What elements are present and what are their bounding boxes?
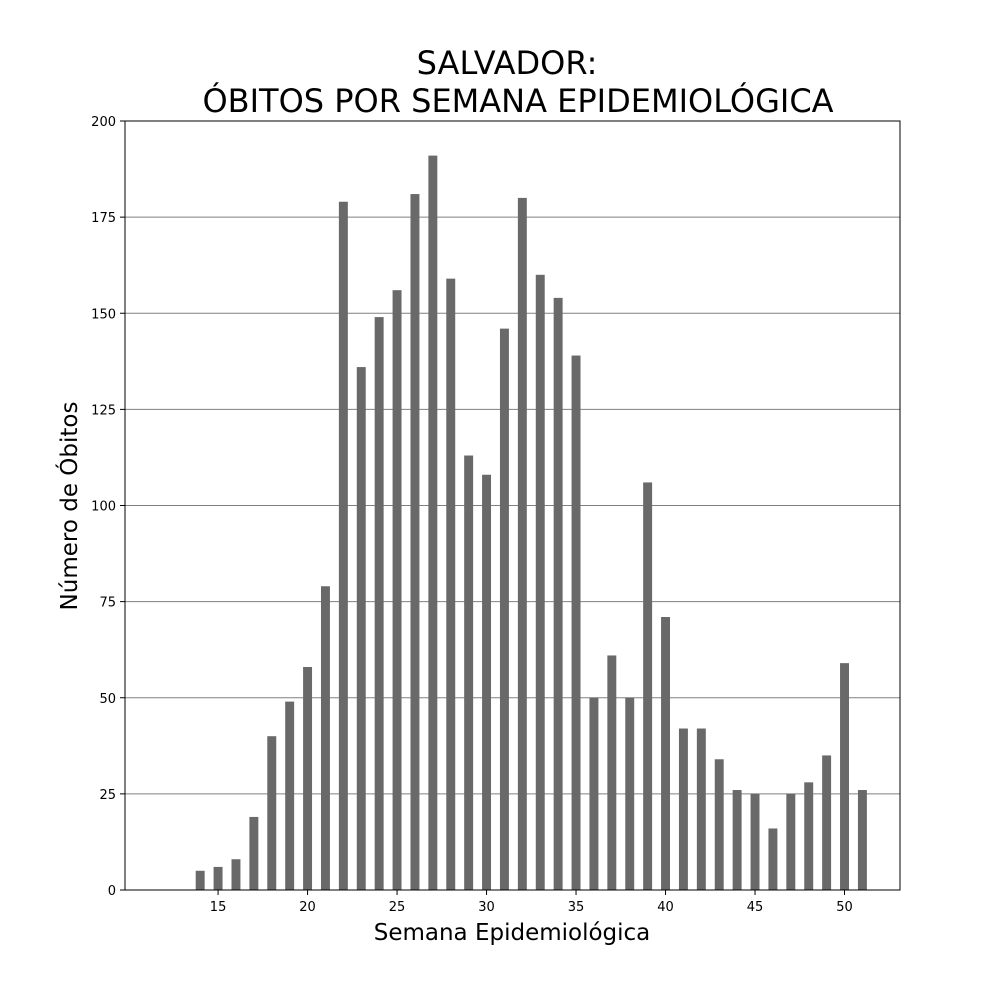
bar <box>410 194 420 890</box>
bar <box>267 736 277 890</box>
bar <box>535 274 545 890</box>
x-axis-ticks: 15 20 25 30 35 40 45 50 <box>210 890 853 915</box>
x-axis-label: Semana Epidemiológica <box>374 920 651 946</box>
y-tick-label: 175 <box>91 211 116 226</box>
bar <box>303 666 313 890</box>
bar <box>768 828 778 890</box>
bar <box>822 755 832 890</box>
y-tick-label: 75 <box>99 596 116 611</box>
bar <box>696 728 706 890</box>
bar <box>607 655 617 890</box>
x-tick-label: 40 <box>657 900 674 915</box>
chart-title-line2: ÓBITOS POR SEMANA EPIDEMIOLÓGICA <box>202 81 833 120</box>
bar <box>499 328 509 890</box>
bar <box>428 155 438 891</box>
bar <box>356 367 366 891</box>
x-tick-label: 30 <box>478 900 495 915</box>
bar <box>195 870 205 890</box>
y-tick-label: 200 <box>91 115 116 130</box>
bar <box>231 859 241 890</box>
x-tick-label: 25 <box>389 900 406 915</box>
bar <box>750 793 760 890</box>
bar <box>571 355 581 890</box>
y-tick-label: 0 <box>108 884 116 899</box>
y-axis-label: Número de Óbitos <box>55 402 83 611</box>
x-tick-label: 15 <box>210 900 227 915</box>
bar <box>320 586 330 890</box>
y-tick-label: 25 <box>99 788 116 803</box>
bar <box>857 790 867 890</box>
bars <box>195 155 867 891</box>
bar <box>553 297 563 890</box>
bar <box>678 728 688 890</box>
bar <box>213 866 223 890</box>
bar <box>804 782 814 890</box>
bar <box>392 290 402 890</box>
gridlines <box>125 216 900 795</box>
y-axis-ticks: 0 25 50 75 100 125 150 175 200 <box>91 115 125 899</box>
chart-title-line1: SALVADOR: <box>417 44 598 82</box>
y-tick-label: 125 <box>91 403 116 418</box>
bar <box>517 197 527 890</box>
bar <box>589 697 599 890</box>
bar <box>840 663 849 890</box>
x-tick-label: 20 <box>299 900 316 915</box>
bar <box>482 474 492 890</box>
bar <box>446 278 456 890</box>
bar <box>338 201 348 890</box>
y-tick-label: 150 <box>91 307 116 322</box>
bar <box>786 793 796 890</box>
y-tick-label: 50 <box>99 692 116 707</box>
x-tick-label: 35 <box>568 900 585 915</box>
x-tick-label: 45 <box>747 900 764 915</box>
bar <box>714 759 724 890</box>
bar <box>643 482 653 890</box>
bar <box>285 701 295 890</box>
bar <box>732 790 742 890</box>
x-tick-label: 50 <box>836 900 853 915</box>
bar <box>374 317 384 891</box>
bar <box>625 697 635 890</box>
bar <box>464 455 474 890</box>
bar <box>661 617 671 890</box>
y-tick-label: 100 <box>91 500 116 515</box>
bar <box>249 816 259 890</box>
